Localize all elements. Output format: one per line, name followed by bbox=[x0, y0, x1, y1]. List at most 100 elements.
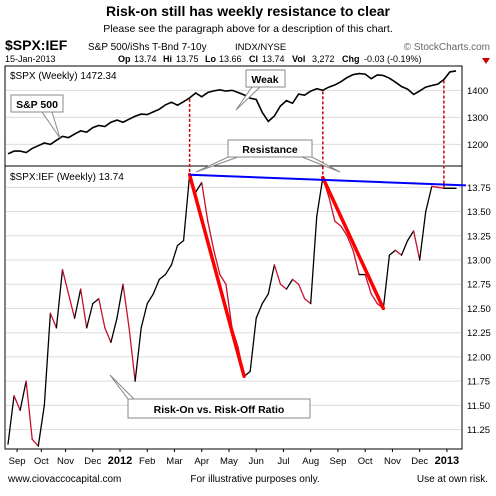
ratio-line-segment bbox=[394, 249, 403, 256]
ratio-y-tick-label: 12.25 bbox=[467, 328, 491, 339]
ratio-line-segment bbox=[316, 176, 324, 218]
ratio-line-segment bbox=[267, 264, 276, 295]
ratio-line-segment bbox=[140, 302, 148, 329]
ratio-line-segment bbox=[346, 235, 354, 251]
ratio-line-segment bbox=[334, 220, 342, 227]
x-tick-label: Oct bbox=[34, 456, 49, 467]
down-arrow-icon bbox=[482, 58, 490, 64]
annotation-weak-box bbox=[245, 69, 286, 88]
ratio-line-segment bbox=[110, 317, 118, 344]
ratio-line-segment bbox=[61, 269, 70, 295]
x-tick-label: May bbox=[220, 456, 238, 467]
x-tick-label: Dec bbox=[84, 456, 101, 467]
ratio-line-segment bbox=[219, 273, 227, 285]
footer-note-risk: Use at own risk. bbox=[417, 474, 488, 485]
ratio-line-segment bbox=[255, 302, 263, 319]
price-y-tick-label: 1200 bbox=[467, 140, 488, 151]
x-tick-label: Feb bbox=[139, 456, 155, 467]
quote-hi-label: Hi bbox=[163, 54, 172, 64]
trend-lines bbox=[187, 172, 386, 379]
ratio-line-segment bbox=[370, 293, 378, 305]
quote-vol-value: 3,272 bbox=[312, 54, 335, 64]
quote-vol-label: Vol bbox=[292, 54, 305, 64]
x-tick-label: 2013 bbox=[435, 455, 459, 467]
ratio-line-segment bbox=[73, 288, 82, 319]
annotation-sp500: S&P 500 bbox=[10, 94, 64, 139]
ratio-line-segment bbox=[406, 230, 415, 242]
annotation-sp500-text: S&P 500 bbox=[16, 99, 58, 111]
ratio-y-tick-label: 13.00 bbox=[467, 256, 491, 267]
ratio-line-segment bbox=[19, 380, 27, 411]
ratio-line-segment bbox=[13, 395, 21, 411]
x-tick-label: Jun bbox=[249, 456, 264, 467]
ratio-line-segment bbox=[182, 174, 191, 242]
ratio-line-segment bbox=[412, 230, 421, 261]
chart-title: Risk-on still has weekly resistance to c… bbox=[106, 3, 391, 19]
ratio-line-segment bbox=[207, 220, 215, 251]
ratio-line-segment bbox=[388, 249, 397, 256]
x-tick-label: Nov bbox=[57, 456, 74, 467]
ratio-line-segment bbox=[419, 210, 427, 261]
annotation-resistance-text: Resistance bbox=[242, 144, 298, 156]
ratio-line-segment bbox=[425, 185, 433, 213]
ratio-legend: $SPX:IEF (Weekly) 13.74 bbox=[10, 172, 124, 183]
chart-subtitle: Please see the paragraph above for a des… bbox=[103, 23, 393, 35]
ratio-line-segment bbox=[303, 298, 312, 305]
ratio-y-tick-label: 12.50 bbox=[467, 304, 491, 315]
x-tick-label: Sep bbox=[329, 456, 346, 467]
quote-hi-value: 13.75 bbox=[176, 54, 199, 64]
ratio-line-segment bbox=[328, 196, 336, 222]
ratio-y-tick-label: 12.75 bbox=[467, 280, 491, 291]
ratio-gridlines bbox=[6, 186, 461, 431]
downtrend-line bbox=[187, 172, 246, 379]
x-tick-label: 2012 bbox=[108, 455, 132, 467]
ratio-line-segment bbox=[92, 298, 100, 305]
ratio-y-tick-label: 13.75 bbox=[467, 183, 491, 194]
footer-note-illustrative: For illustrative purposes only. bbox=[190, 474, 319, 485]
ratio-y-tick-label: 12.00 bbox=[467, 352, 491, 363]
ratio-line-segment bbox=[201, 181, 209, 222]
x-axis: Sep Oct Nov Dec 2012 Feb Mar Apr May Jun Jul Aug Sep… bbox=[9, 449, 459, 467]
ratio-line-segment bbox=[310, 215, 318, 305]
quote-op-label: Op bbox=[118, 54, 131, 64]
ratio-line-segment bbox=[122, 283, 130, 329]
ratio-line-segment bbox=[382, 254, 391, 310]
ratio-y-tick-label: 13.25 bbox=[467, 231, 491, 242]
quote-bar: Op 13.74 Hi 13.75 Lo 13.66 Cl 13.74 Vol … bbox=[118, 54, 422, 64]
ratio-line-segment bbox=[291, 278, 300, 285]
quote-lo-label: Lo bbox=[205, 54, 216, 64]
quote-cl-value: 13.74 bbox=[262, 54, 285, 64]
ratio-line-segment bbox=[104, 327, 112, 344]
ratio-series-line bbox=[7, 174, 457, 447]
ratio-line-segment bbox=[225, 283, 233, 329]
quote-cl-label: Cl bbox=[249, 54, 258, 64]
ratio-line-segment bbox=[55, 269, 64, 329]
annotation-resistance-box bbox=[227, 139, 313, 158]
ratio-line-segment bbox=[170, 244, 179, 266]
downtrend-line bbox=[321, 175, 386, 311]
ratio-line-segment bbox=[400, 239, 409, 256]
price-legend: $SPX (Weekly) 1472.34 bbox=[10, 71, 117, 82]
price-y-tick-label: 1400 bbox=[467, 86, 488, 97]
ratio-line-segment bbox=[195, 181, 203, 193]
ratio-line-segment bbox=[79, 288, 88, 329]
x-tick-label: Dec bbox=[411, 456, 428, 467]
ratio-line-segment bbox=[164, 264, 173, 276]
ratio-y-tick-label: 11.75 bbox=[467, 377, 490, 388]
price-y-tick-label: 1300 bbox=[467, 113, 488, 124]
exchange-label: INDX/NYSE bbox=[235, 42, 286, 53]
ratio-line-segment bbox=[213, 249, 221, 276]
x-tick-label: Sep bbox=[9, 456, 26, 467]
x-tick-label: Nov bbox=[384, 456, 401, 467]
annotation-ratio: Risk-On vs. Risk-Off Ratio bbox=[109, 374, 311, 419]
ratio-line-segment bbox=[25, 380, 33, 440]
ratio-y-tick-label: 13.50 bbox=[467, 207, 491, 218]
ratio-line-segment bbox=[116, 283, 124, 319]
quote-chg-label: Chg bbox=[342, 54, 360, 64]
ratio-line-segment bbox=[128, 327, 136, 382]
annotation-ratio-box bbox=[127, 398, 311, 419]
annotation-ratio-text: Risk-On vs. Risk-Off Ratio bbox=[154, 404, 285, 416]
ratio-line-segment bbox=[49, 312, 58, 329]
ratio-line-segment bbox=[86, 302, 94, 329]
ratio-line-segment bbox=[279, 283, 288, 290]
